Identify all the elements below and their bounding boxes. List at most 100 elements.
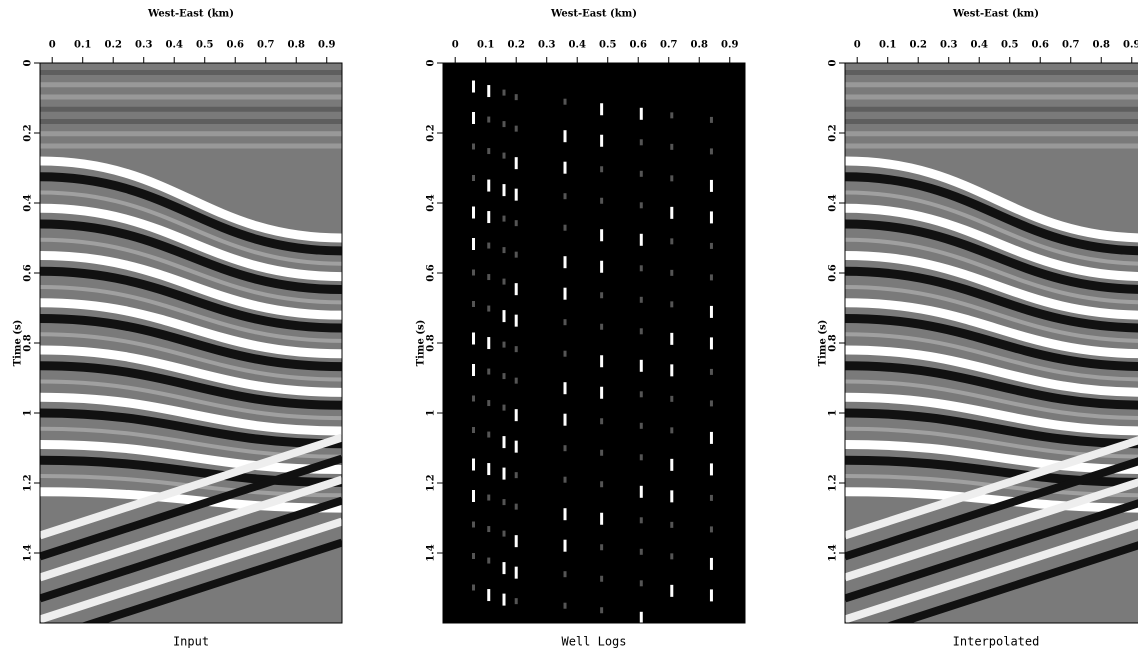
- log-sample: [670, 301, 674, 308]
- y-tick-label: 0.4: [828, 194, 839, 211]
- log-sample: [709, 526, 713, 533]
- log-sample: [487, 148, 491, 155]
- reflector: [845, 237, 1138, 305]
- log-sample: [709, 179, 713, 192]
- log-sample: [514, 94, 518, 101]
- log-sample: [472, 301, 476, 307]
- log-sample: [502, 341, 506, 348]
- log-sample: [709, 305, 713, 318]
- reflector: [845, 408, 1138, 449]
- y-tick-label: 0.4: [23, 194, 34, 211]
- log-sample: [709, 431, 713, 444]
- x-tick-label: 0.6: [227, 40, 244, 51]
- log-sample: [487, 589, 491, 602]
- panel: West-East (km) Time (s) Input 0 0.1 0.2 0.3 0.4…: [13, 9, 343, 649]
- band: [845, 143, 1138, 149]
- y-tick-label: 0.4: [426, 194, 437, 211]
- x-tick-label: 0: [854, 40, 861, 51]
- log-sample: [639, 517, 643, 524]
- reflector: [845, 298, 1138, 359]
- log-sample: [472, 521, 476, 528]
- x-axis-label: West-East (km): [952, 9, 1039, 20]
- log-sample: [487, 305, 491, 312]
- log-sample: [514, 377, 518, 384]
- log-sample: [502, 467, 506, 480]
- log-sample: [709, 337, 713, 350]
- log-sample: [514, 503, 518, 510]
- log-sample: [670, 143, 674, 150]
- x-tick-label: 0.8: [691, 40, 708, 51]
- log-sample: [472, 553, 476, 559]
- log-sample: [514, 220, 518, 227]
- log-sample: [709, 494, 713, 501]
- y-tick-label: 0.2: [828, 124, 839, 141]
- log-sample: [472, 427, 476, 433]
- log-sample: [472, 175, 476, 181]
- reflector: [845, 499, 1138, 603]
- log-sample: [639, 422, 643, 429]
- log-sample: [472, 238, 476, 250]
- x-tick-label: 0.2: [910, 40, 927, 51]
- reflector: [845, 285, 1138, 343]
- log-sample: [487, 494, 491, 501]
- log-sample: [600, 386, 604, 399]
- y-tick-label: 1: [23, 410, 34, 417]
- log-sample: [472, 80, 476, 93]
- log-sample: [502, 121, 506, 128]
- log-sample: [514, 314, 518, 327]
- log-sample: [709, 589, 713, 602]
- log-sample: [600, 197, 604, 204]
- log-sample: [709, 463, 713, 476]
- caption: Well Logs: [561, 635, 626, 649]
- log-sample: [639, 328, 643, 335]
- log-sample: [639, 265, 643, 272]
- x-tick-label: 0.5: [196, 40, 213, 51]
- y-tick-label: 1.2: [426, 474, 437, 491]
- log-sample: [639, 391, 643, 398]
- log-sample: [472, 490, 476, 502]
- y-tick-label: 0: [426, 59, 437, 66]
- y-tick-label: 0.8: [828, 334, 839, 351]
- log-sample: [514, 283, 518, 296]
- log-sample: [502, 436, 506, 449]
- log-sample: [670, 332, 674, 345]
- log-sample: [472, 332, 476, 345]
- reflector: [40, 454, 342, 561]
- log-sample: [514, 598, 518, 605]
- y-tick-label: 1.2: [828, 474, 839, 491]
- log-sample: [563, 382, 567, 395]
- log-sample: [563, 571, 567, 578]
- log-sample: [639, 580, 643, 587]
- log-sample: [639, 170, 643, 177]
- log-sample: [502, 404, 506, 411]
- x-tick-label: 0.5: [599, 40, 616, 51]
- log-sample: [487, 557, 491, 564]
- log-sample: [514, 409, 518, 422]
- reflector: [845, 332, 1138, 382]
- x-tick-label: 0.3: [135, 40, 152, 51]
- log-sample: [502, 499, 506, 506]
- log-sample: [639, 139, 643, 146]
- log-sample: [639, 107, 643, 120]
- log-sample: [472, 395, 476, 402]
- log-sample: [709, 400, 713, 407]
- log-sample: [639, 454, 643, 461]
- log-sample: [600, 323, 604, 330]
- log-sample: [514, 472, 518, 479]
- log-sample: [514, 125, 518, 132]
- x-tick-label: 0.7: [257, 40, 274, 51]
- y-tick-label: 0.6: [23, 264, 34, 281]
- band: [40, 131, 342, 137]
- reflector: [40, 517, 342, 623]
- y-tick-label: 0: [828, 59, 839, 66]
- y-tick-label: 0.2: [23, 124, 34, 141]
- log-sample: [487, 431, 491, 438]
- log-sample: [709, 148, 713, 155]
- log-sample: [670, 269, 674, 276]
- log-sample: [514, 251, 518, 258]
- x-tick-label: 0.5: [1001, 40, 1018, 51]
- x-tick-label: 0.8: [288, 40, 305, 51]
- reflector: [845, 266, 1138, 333]
- log-sample: [472, 458, 476, 471]
